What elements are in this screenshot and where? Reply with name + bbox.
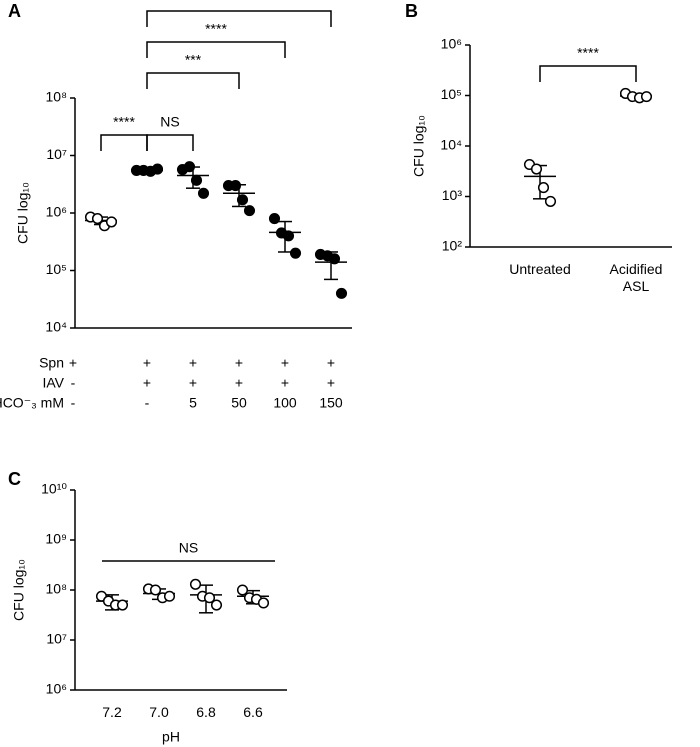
data-point <box>537 182 550 194</box>
x-category: Acidified ASL <box>609 261 663 294</box>
row-value: + <box>189 355 197 371</box>
significance-bracket <box>100 134 148 151</box>
data-point <box>203 592 216 604</box>
significance-bracket <box>146 41 286 58</box>
significance-label: **** <box>205 21 227 37</box>
y-tick-label: 10⁵ <box>46 261 67 277</box>
row-value: 100 <box>273 395 297 411</box>
row-label: IAV <box>42 375 64 391</box>
y-tick-label: 10⁷ <box>46 146 67 162</box>
y-axis-label: CFU log₁₀ <box>11 559 27 621</box>
y-tick-label: 10¹⁰ <box>41 481 67 497</box>
y-tick-label: 10⁶ <box>46 204 67 220</box>
x-tick-label: 6.6 <box>243 704 263 720</box>
row-value: + <box>189 375 197 391</box>
data-point <box>530 163 543 175</box>
data-point <box>151 163 164 175</box>
y-tick-label: 10⁵ <box>441 86 462 102</box>
y-tick-label: 10⁶ <box>441 36 462 52</box>
x-tick-label: Untreated <box>509 261 571 277</box>
row-value: - <box>71 395 76 411</box>
y-tick-label: 10⁴ <box>440 137 462 153</box>
row-value: - <box>71 375 76 391</box>
x-category: 7.0 <box>149 704 169 720</box>
y-tick-label: 10⁴ <box>45 319 67 335</box>
significance-label: *** <box>185 52 202 68</box>
significance-label: NS <box>179 540 198 556</box>
x-category: 7.2 <box>102 704 122 720</box>
data-point <box>282 230 295 242</box>
y-tick-label: 10³ <box>442 187 463 203</box>
significance-label: **** <box>577 45 599 61</box>
y-tick-label: 10⁸ <box>46 581 68 597</box>
data-point <box>236 584 249 596</box>
x-tick-label: Acidified ASL <box>609 261 663 294</box>
data-point <box>163 590 176 602</box>
row-label: HCO⁻₃ mM <box>0 395 64 411</box>
significance-label: NS <box>160 114 179 130</box>
y-tick-label: 10⁶ <box>46 681 67 697</box>
y-tick-label: 10² <box>442 238 463 254</box>
data-point <box>189 578 202 590</box>
x-category: 6.8 <box>196 704 216 720</box>
row-value: + <box>235 355 243 371</box>
data-point <box>268 213 281 225</box>
y-tick-label: 10⁷ <box>46 631 67 647</box>
row-value: + <box>143 355 151 371</box>
significance-label: **** <box>113 114 135 130</box>
x-tick-label: 6.8 <box>196 704 216 720</box>
row-value: 50 <box>231 395 247 411</box>
data-point <box>210 599 223 611</box>
significance-bracket <box>539 65 637 82</box>
data-point <box>149 584 162 596</box>
data-point <box>243 205 256 217</box>
significance-bracket <box>146 134 194 151</box>
data-point <box>197 187 210 199</box>
row-value: - <box>145 395 150 411</box>
data-point <box>640 91 653 103</box>
data-point <box>257 597 270 609</box>
row-value: + <box>281 355 289 371</box>
data-point <box>328 253 341 265</box>
x-category: 6.6 <box>243 704 263 720</box>
data-point <box>335 287 348 299</box>
row-value: 5 <box>189 395 197 411</box>
row-value: + <box>69 355 77 371</box>
row-value: 150 <box>319 395 343 411</box>
data-point <box>183 161 196 173</box>
data-point <box>190 174 203 186</box>
row-label: Spn <box>39 355 64 371</box>
data-point <box>544 195 557 207</box>
data-point <box>236 194 249 206</box>
panel-label: A <box>8 1 21 21</box>
x-tick-label: 7.2 <box>102 704 122 720</box>
significance-bracket <box>146 72 240 89</box>
y-tick-label: 10⁹ <box>45 531 67 547</box>
y-axis-label: CFU log₁₀ <box>411 115 427 177</box>
data-point <box>105 216 118 228</box>
x-axis-label: pH <box>162 729 180 745</box>
y-tick-label: 10⁸ <box>46 89 68 105</box>
row-value: + <box>281 375 289 391</box>
row-value: + <box>143 375 151 391</box>
significance-label: **** <box>228 0 250 6</box>
row-value: + <box>327 375 335 391</box>
x-category: Untreated <box>509 261 571 277</box>
panel-label: C <box>8 469 21 489</box>
row-value: + <box>235 375 243 391</box>
data-point <box>116 599 129 611</box>
row-value: + <box>327 355 335 371</box>
x-tick-label: 7.0 <box>149 704 169 720</box>
data-point <box>91 213 104 225</box>
data-point <box>229 180 242 192</box>
data-point <box>289 247 302 259</box>
panel-label: B <box>405 1 418 21</box>
y-axis-label: CFU log₁₀ <box>15 182 31 244</box>
significance-bracket <box>146 10 332 27</box>
